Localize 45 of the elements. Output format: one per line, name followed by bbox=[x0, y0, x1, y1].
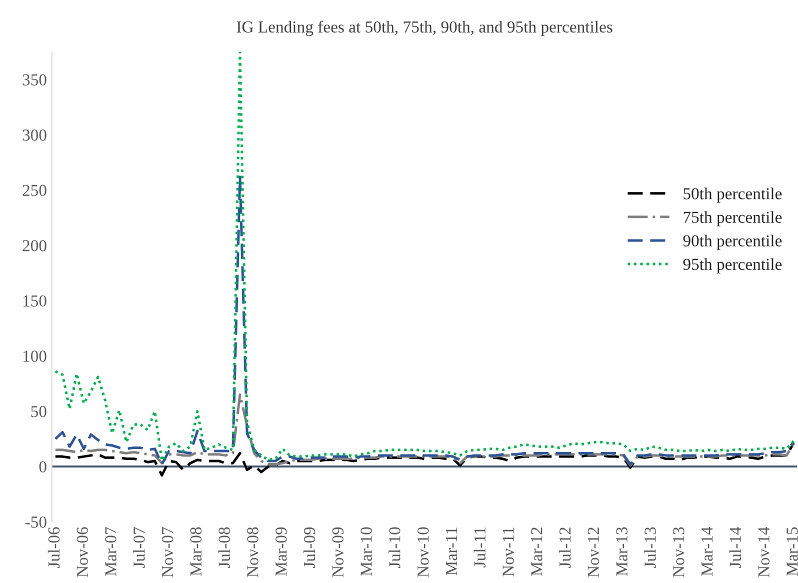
y-tick-label: -50 bbox=[25, 516, 46, 528]
legend-label: 50th percentile bbox=[684, 188, 782, 203]
y-tick-label: 0 bbox=[39, 461, 46, 472]
x-tick-label: Jul-11 bbox=[474, 528, 486, 568]
x-tick-label: Mar-08 bbox=[190, 527, 202, 576]
x-tick-label: Mar-07 bbox=[105, 527, 116, 576]
x-tick-label: Nov-09 bbox=[332, 527, 344, 578]
y-tick-label: 150 bbox=[23, 295, 46, 307]
y-tick-label: 300 bbox=[22, 130, 46, 141]
x-tick-label: Mar-12 bbox=[531, 528, 542, 576]
x-tick-label: Mar-13 bbox=[616, 527, 628, 576]
y-tick-label: 200 bbox=[22, 240, 46, 252]
line-series bbox=[54, 52, 795, 462]
x-tick-label: Nov-14 bbox=[758, 526, 770, 578]
x-tick-label: Nov-07 bbox=[162, 527, 174, 578]
x-tick-label: Mar-11 bbox=[446, 528, 458, 576]
x-tick-label: Mar-14 bbox=[701, 526, 713, 576]
legend-label: 90th percentile bbox=[683, 234, 782, 250]
x-tick-label: Nov-13 bbox=[673, 527, 684, 578]
line-series bbox=[54, 393, 795, 467]
x-tick-label: Jul-14 bbox=[729, 526, 742, 568]
legend-label: 75th percentile bbox=[684, 211, 782, 226]
x-tick-label: Jul-12 bbox=[558, 528, 571, 568]
x-tick-label: Jul-09 bbox=[303, 527, 316, 568]
x-tick-label: Nov-10 bbox=[417, 527, 429, 578]
legend-label: 95th percentile bbox=[683, 258, 782, 274]
x-tick-label: Jul-08 bbox=[218, 527, 230, 568]
x-tick-label: Jul-13 bbox=[644, 527, 656, 568]
x-tick-label: Nov-12 bbox=[588, 528, 600, 578]
y-tick-label: 350 bbox=[22, 74, 46, 86]
x-tick-label: Mar-15 bbox=[786, 527, 798, 576]
line-series bbox=[54, 176, 795, 466]
y-tick-label: 50 bbox=[31, 406, 46, 418]
x-tick-label: Jul-06 bbox=[48, 527, 60, 568]
x-tick-label: Mar-10 bbox=[360, 527, 372, 576]
x-tick-label: Mar-09 bbox=[275, 527, 287, 576]
line-series bbox=[54, 442, 795, 477]
chart-title: IG Lending fees at 50th, 75th, 90th, and 95th percentiles bbox=[236, 20, 612, 36]
x-tick-label: Jul-10 bbox=[388, 527, 400, 568]
x-tick-label: Jul-07 bbox=[133, 527, 145, 568]
x-tick-label: Nov-08 bbox=[247, 527, 258, 578]
y-tick-label: 250 bbox=[22, 184, 46, 196]
y-tick-label: 100 bbox=[23, 350, 46, 362]
x-tick-label: Nov-11 bbox=[502, 528, 514, 576]
x-tick-label: Nov-06 bbox=[76, 527, 88, 578]
